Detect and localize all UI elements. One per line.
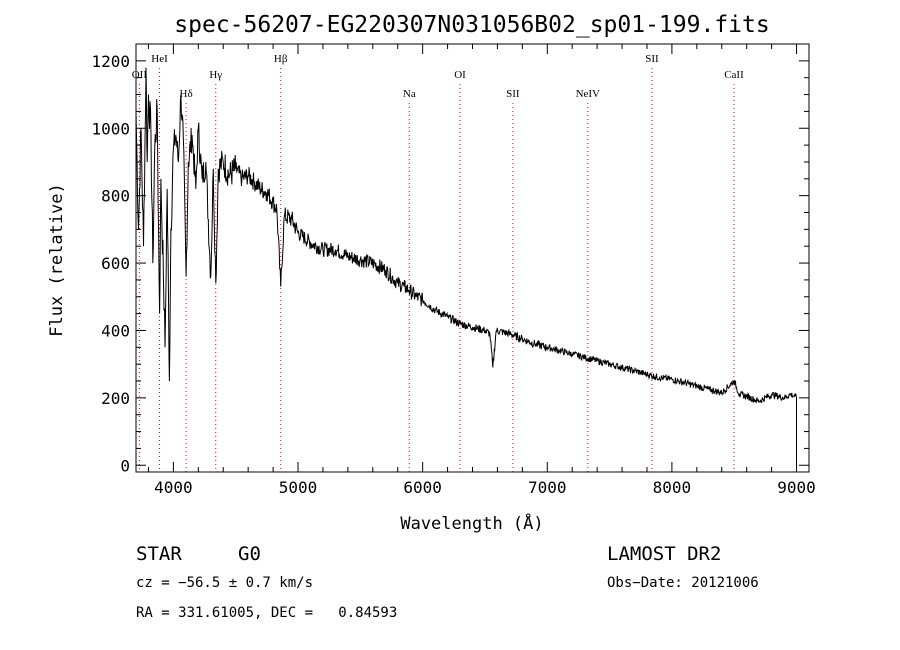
y-tick-label: 1000: [91, 119, 130, 138]
observation-date: Obs−Date: 20121006: [607, 575, 759, 591]
line-marker-label: SII: [645, 53, 659, 65]
x-axis-label: Wavelength (Å): [400, 512, 543, 534]
line-marker-label: SII: [506, 88, 520, 100]
spectrum-chart: spec-56207-EG220307N031056B02_sp01-199.f…: [47, 12, 816, 534]
x-tick-label: 5000: [279, 478, 318, 497]
line-marker-label: OII: [132, 69, 148, 81]
line-marker-label: Hβ: [274, 53, 288, 65]
axis-ticks: 4000 5000 6000 7000 8000 9000 0 200 400 600 800 100…: [91, 44, 816, 497]
x-tick-label: 8000: [653, 478, 692, 497]
x-tick-label: 7000: [528, 478, 567, 497]
x-tick-label: 4000: [154, 478, 193, 497]
line-marker-label: OI: [454, 69, 466, 81]
y-tick-label: 1200: [91, 52, 130, 71]
line-marker-label: Na: [403, 88, 416, 100]
y-tick-label: 0: [120, 456, 130, 475]
spectrum-line: [135, 67, 797, 466]
plot-frame: [135, 43, 810, 473]
chart-title: spec-56207-EG220307N031056B02_sp01-199.f…: [174, 12, 769, 38]
y-tick-label: 400: [101, 321, 130, 340]
ra-dec: RA = 331.61005, DEC = 0.84593: [136, 605, 398, 621]
y-axis-label: Flux (relative): [47, 183, 67, 337]
x-tick-label: 9000: [777, 478, 816, 497]
survey-name: LAMOST DR2: [607, 543, 722, 565]
x-tick-label: 6000: [403, 478, 442, 497]
y-tick-label: 600: [101, 254, 130, 273]
object-class: STAR: [136, 543, 182, 565]
line-marker-label: NeIV: [576, 88, 600, 100]
line-marker-label: HeI: [151, 53, 168, 65]
y-tick-label: 200: [101, 389, 130, 408]
object-subclass: G0: [238, 543, 261, 565]
line-marker-label: Hδ: [180, 88, 193, 100]
y-tick-label: 800: [101, 187, 130, 206]
redshift-cz: cz = −56.5 ± 0.7 km/s: [136, 575, 314, 591]
line-marker-label: CaII: [724, 69, 744, 81]
line-marker-label: Hγ: [209, 69, 222, 81]
